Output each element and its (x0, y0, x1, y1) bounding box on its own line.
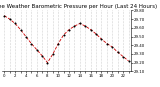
Title: Milwaukee Weather Barometric Pressure per Hour (Last 24 Hours): Milwaukee Weather Barometric Pressure pe… (0, 4, 157, 9)
